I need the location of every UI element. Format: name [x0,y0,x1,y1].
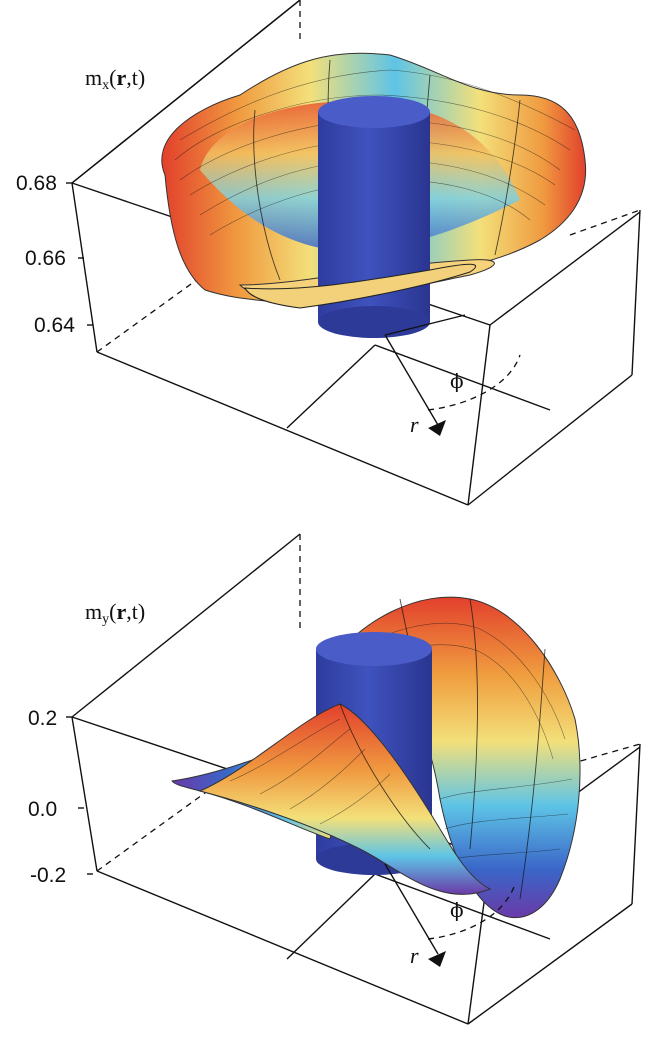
phi-label: ϕ [450,369,464,393]
mx-z-ticks: 0.68 0.66 0.64 [16,172,93,337]
my-axis-label: my(r,t) [85,599,145,627]
tick-label: 0.2 [28,707,57,730]
tick-label: 0.64 [34,314,75,337]
r-arrow-icon [428,951,446,967]
my-surface-plot: ϕ r my(r,t) 0.2 0.0 -0.2 [28,533,641,1025]
tick-label: 0.66 [25,247,66,270]
polar-indicator: ϕ r [384,863,516,968]
r-arrow-icon [428,420,446,436]
my-z-ticks: 0.2 0.0 -0.2 [28,707,93,887]
my-plot-panel: ϕ r my(r,t) 0.2 0.0 -0.2 [0,519,654,1039]
tick-label: 0.0 [28,798,57,821]
r-label: r [410,943,419,968]
mx-axis-label: mx(r,t) [85,65,145,93]
mx-plot-panel: ϕ r mx(r,t) 0.68 0.66 0.64 [16,0,641,506]
mx-surface-plot: ϕ r mx(r,t) 0.68 0.66 0.64 [16,0,641,506]
tick-label: 0.68 [16,172,57,195]
tick-label: -0.2 [30,864,66,887]
surface-front-ribbon [244,263,477,309]
surface-front-peak [198,703,492,895]
phi-label: ϕ [450,898,464,922]
r-label: r [410,412,419,437]
polar-indicator: ϕ r [384,314,521,437]
